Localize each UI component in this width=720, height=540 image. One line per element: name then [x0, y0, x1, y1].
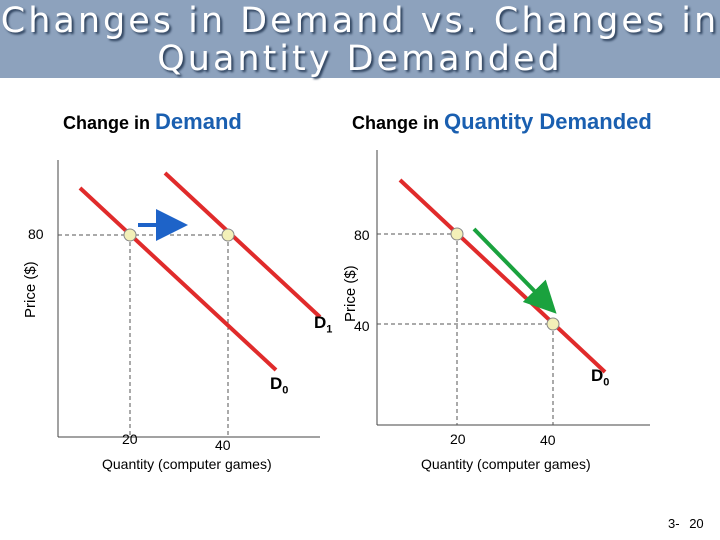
demand-curve-d0	[78, 186, 278, 372]
slide-title: Changes in Demand vs. Changes in Quantit…	[0, 2, 720, 78]
right-panel-heading: Change in Quantity Demanded	[352, 109, 652, 135]
right-heading-prefix: Change in	[352, 113, 440, 133]
left-x-axis-label: Quantity (computer games)	[102, 456, 272, 472]
left-point-d0	[123, 228, 137, 242]
right-price-tick-80: 80	[354, 227, 370, 243]
right-point-upper	[450, 227, 464, 241]
movement-along-curve-arrow	[472, 227, 557, 314]
right-qty-tick-40: 40	[540, 432, 556, 448]
right-x-axis-label: Quantity (computer games)	[421, 456, 591, 472]
demand-curve-d1	[163, 171, 322, 319]
page-index: 20	[689, 516, 704, 531]
left-price-tick-80: 80	[28, 226, 44, 242]
page-number: 3- 20	[668, 516, 704, 531]
right-y-axis-label: Price ($)	[342, 265, 359, 322]
slide-title-line1: Changes in Demand vs. Changes in	[0, 1, 720, 41]
right-point-lower	[546, 317, 560, 331]
left-qty-tick-20: 20	[122, 431, 138, 447]
left-panel-heading: Change in Demand	[63, 109, 242, 135]
right-graph	[376, 150, 650, 426]
left-curve-label-d0: D0	[270, 374, 289, 397]
left-graph	[57, 160, 322, 438]
right-price-tick-40: 40	[354, 318, 370, 334]
right-curve-label-d0: D0	[591, 366, 610, 389]
left-heading-emphasis: Demand	[155, 109, 242, 134]
right-heading-emphasis: Quantity Demanded	[444, 109, 652, 134]
page-chapter: 3-	[668, 516, 680, 531]
right-demand-curve-d0	[398, 178, 607, 374]
left-y-axis-label: Price ($)	[22, 261, 39, 318]
left-point-d1	[221, 228, 235, 242]
left-qty-tick-40: 40	[215, 437, 231, 453]
left-curve-label-d1: D1	[314, 313, 333, 336]
slide-title-line2: Quantity Demanded	[157, 39, 563, 79]
right-qty-tick-20: 20	[450, 431, 466, 447]
title-band: Changes in Demand vs. Changes in Quantit…	[0, 0, 720, 78]
left-heading-prefix: Change in	[63, 113, 151, 133]
